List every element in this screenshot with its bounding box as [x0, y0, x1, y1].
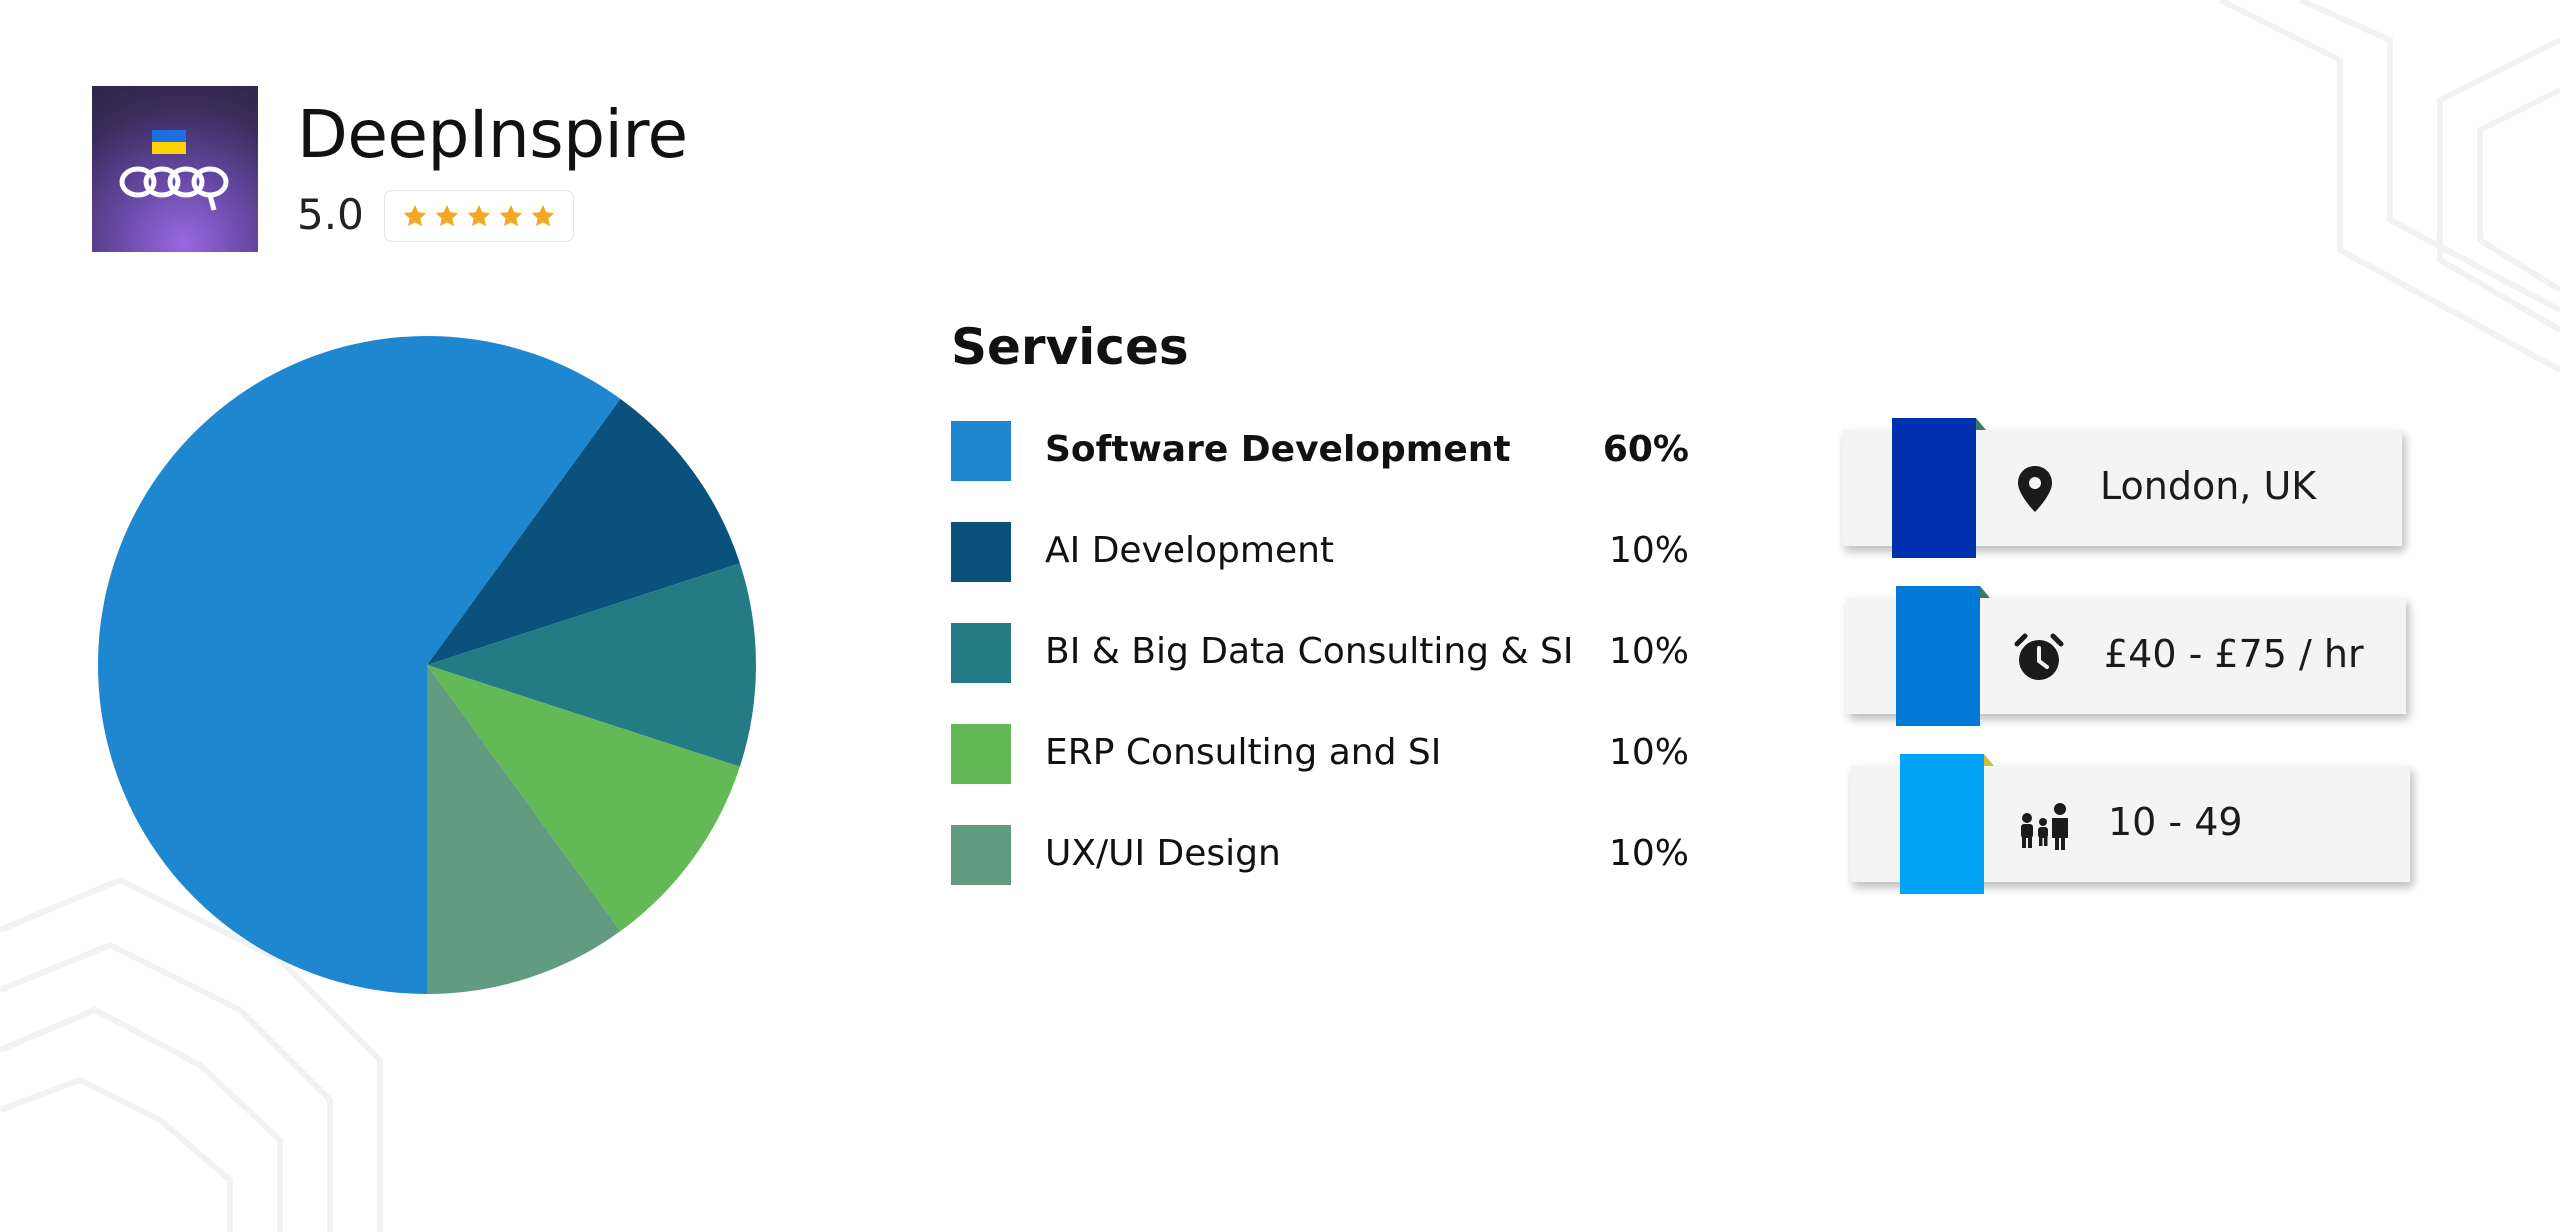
info-card-text: London, UK	[2100, 464, 2317, 508]
ribbon-fold	[1984, 754, 1994, 766]
legend-label: Software Development	[1045, 429, 1511, 470]
legend-percentage: 10%	[1608, 732, 1689, 773]
legend-swatch	[951, 825, 1011, 885]
legend-percentage: 60%	[1602, 429, 1689, 470]
info-card: 10 - 49	[1850, 754, 2410, 894]
card-ribbon	[1900, 754, 1984, 894]
alarm-clock-icon	[2014, 633, 2064, 680]
info-card-text: £40 - £75 / hr	[2104, 632, 2364, 676]
star-rating	[384, 190, 574, 242]
team-people-icon	[2021, 803, 2068, 850]
company-name: DeepInspire	[297, 96, 688, 173]
ribbon-fold	[1976, 418, 1986, 430]
star-icon	[531, 204, 555, 227]
star-icon	[499, 204, 523, 227]
legend-percentage: 10%	[1608, 833, 1689, 874]
pie-slice-0	[97, 336, 621, 994]
legend-percentage: 10%	[1608, 631, 1689, 672]
star-icon	[467, 204, 491, 227]
legend-swatch	[951, 522, 1011, 582]
services-pie-chart	[97, 336, 756, 994]
legend-item: AI Development 10%	[951, 522, 1689, 582]
info-card: £40 - £75 / hr	[1846, 586, 2406, 726]
legend-swatch	[951, 421, 1011, 481]
legend-label: UX/UI Design	[1045, 833, 1281, 874]
star-icon	[403, 204, 427, 227]
info-card-text: 10 - 49	[2108, 800, 2243, 844]
legend-swatch	[951, 724, 1011, 784]
rating-value: 5.0	[297, 190, 364, 239]
pie-slice-2	[427, 563, 756, 767]
legend-label: BI & Big Data Consulting & SI	[1045, 631, 1574, 672]
card-ribbon	[1896, 586, 1980, 726]
legend-label: AI Development	[1045, 530, 1335, 571]
services-title: Services	[951, 318, 1189, 376]
star-icon	[435, 204, 459, 227]
legend-item: UX/UI Design 10%	[951, 825, 1689, 885]
pie-slice-3	[427, 665, 740, 932]
legend-percentage: 10%	[1608, 530, 1689, 571]
legend-item: Software Development 60%	[951, 421, 1689, 481]
legend-swatch	[951, 623, 1011, 683]
info-card: London, UK	[1842, 418, 2402, 558]
pie-slice-4	[427, 665, 621, 994]
card-ribbon	[1892, 418, 1976, 558]
pie-slice-1	[427, 398, 740, 665]
legend-label: ERP Consulting and SI	[1045, 732, 1442, 773]
legend-item: BI & Big Data Consulting & SI 10%	[951, 623, 1689, 683]
deep-logo-icon	[119, 130, 229, 211]
legend-item: ERP Consulting and SI 10%	[951, 724, 1689, 784]
company-logo	[92, 86, 258, 252]
ribbon-fold	[1980, 586, 1990, 598]
location-pin-icon	[2018, 466, 2052, 512]
